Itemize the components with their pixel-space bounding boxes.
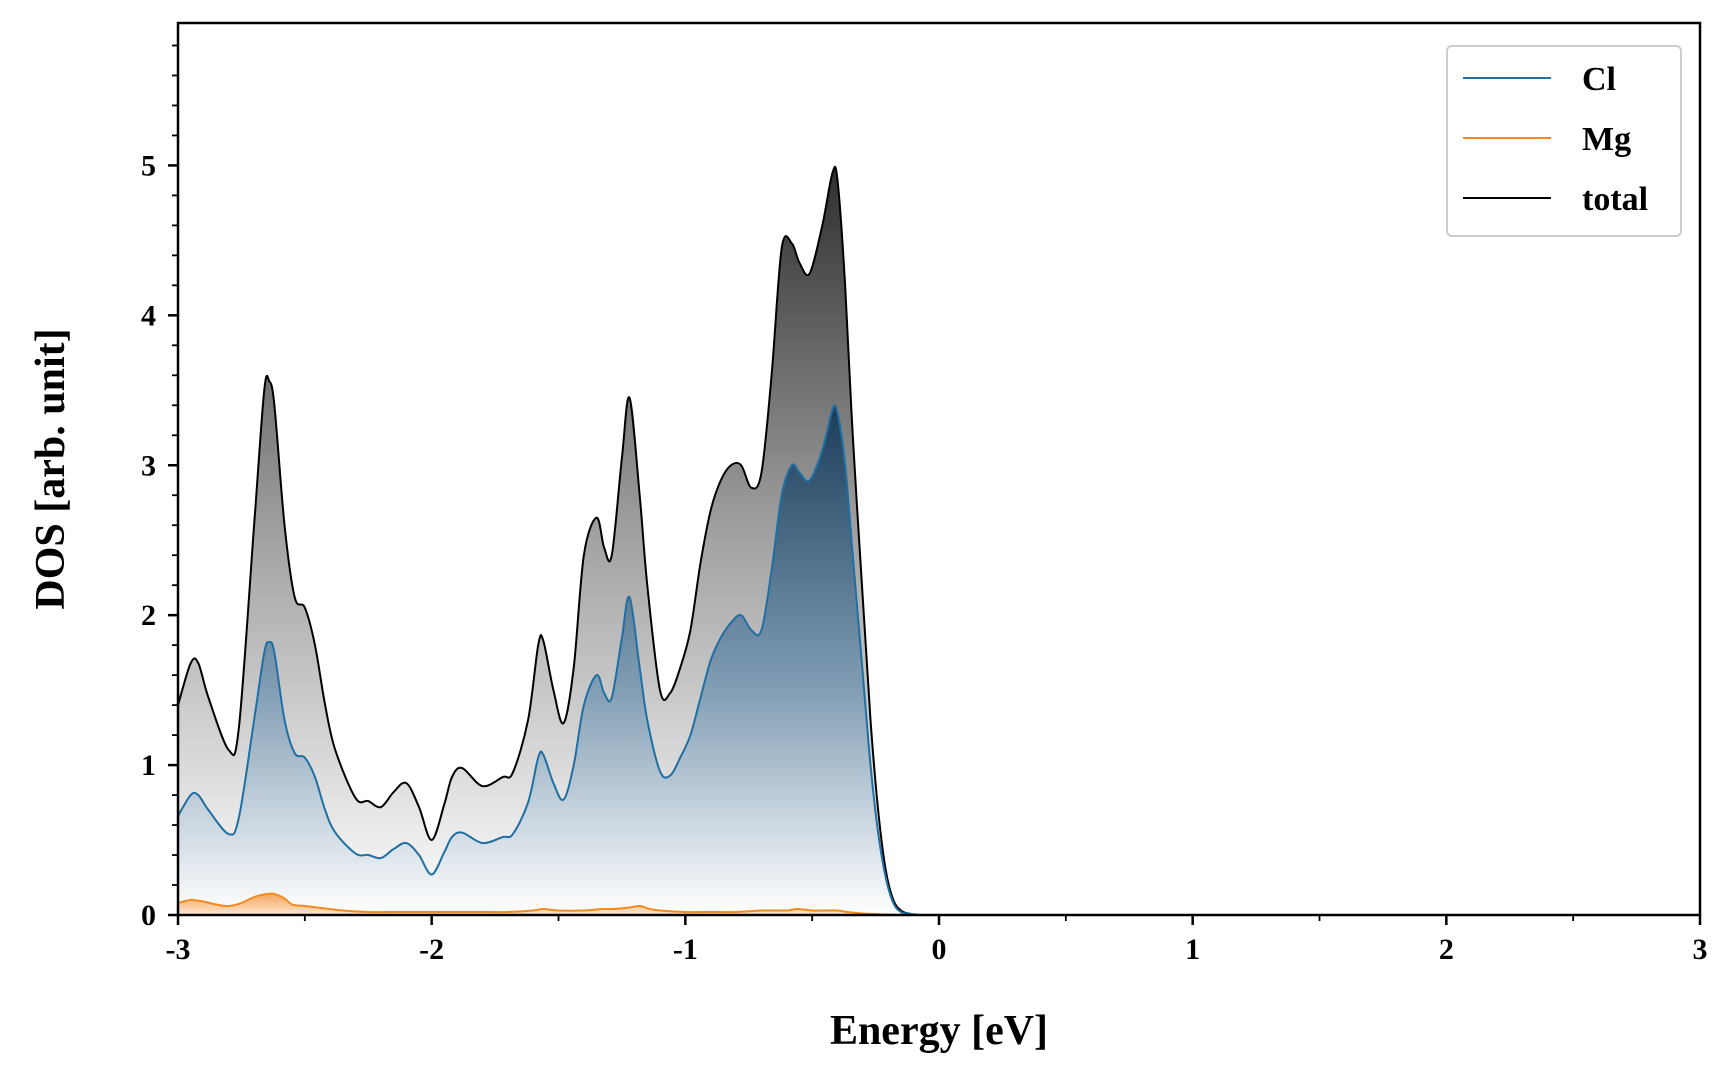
y-tick-label: 2 [141,599,156,632]
area-fill-total [178,166,1700,915]
series-lines [178,165,1700,915]
area-fills [178,166,1700,915]
area-fill-cl [178,405,1700,915]
y-tick-label: 1 [141,749,156,782]
legend-label-mg: Mg [1582,121,1631,158]
x-tick-label: -3 [166,933,191,966]
series-line-total [178,165,1700,915]
y-tick-label: 0 [141,899,156,932]
y-tick-label: 3 [141,449,156,482]
axis-tick-labels: -3 -2 -1 0 1 2 3 0 1 2 3 4 5 [141,149,1708,966]
legend: Cl Mg total [1446,45,1682,237]
legend-label-total: total [1582,181,1648,218]
y-axis-title: DOS [arb. unit] [28,328,74,609]
y-tick-label: 5 [141,149,156,182]
x-tick-label: -1 [673,933,698,966]
x-tick-label: 3 [1693,933,1708,966]
x-tick-label: -2 [419,933,444,966]
x-tick-label: 2 [1439,933,1454,966]
series-line-mg [178,892,1700,915]
x-tick-label: 1 [1185,933,1200,966]
area-fill-mg [178,893,1700,915]
axis-ticks [168,44,1702,925]
x-tick-label: 0 [932,933,947,966]
legend-box [1446,45,1682,237]
series-line-cl [178,404,1700,915]
x-axis-title: Energy [eV] [830,1008,1048,1054]
legend-label-cl: Cl [1582,61,1616,98]
y-tick-label: 4 [141,299,156,332]
